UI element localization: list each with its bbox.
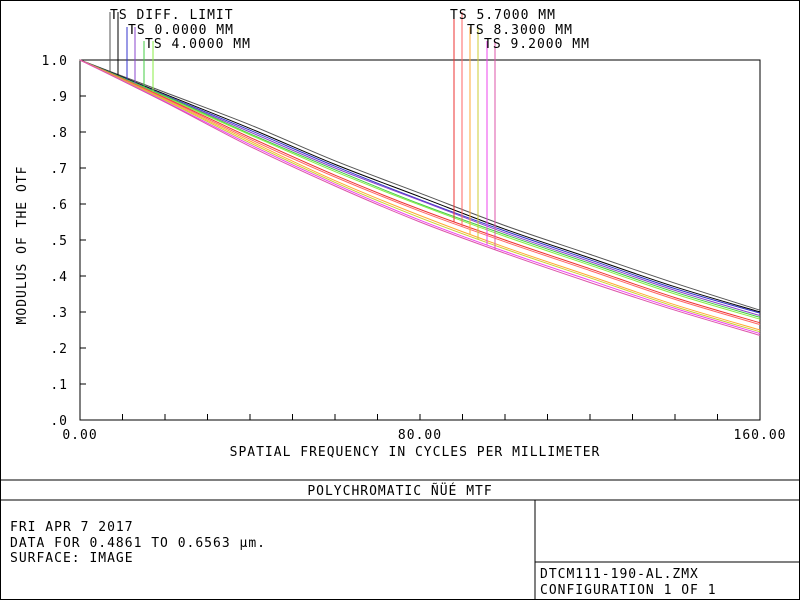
mtf-series-line-8 — [79, 59, 761, 331]
y-tick-label: .5 — [50, 234, 68, 249]
footer-title: POLYCHROMATIC ÑÜÉ MTF — [307, 482, 492, 499]
legend-leader-lines — [109, 12, 496, 250]
y-tick-label: .2 — [50, 342, 68, 357]
y-tick-labels: .0 .1 .2 .3 .4 .5 .6 .7 .8 .9 1.0 — [42, 54, 68, 429]
mtf-series-line-10 — [79, 59, 761, 335]
x-tick-labels: 0.00 80.00 160.00 — [62, 428, 787, 443]
legend-right-2: TS 9.2000 MM — [484, 37, 590, 52]
y-tick-label: .3 — [50, 306, 68, 321]
legend-right-1: TS 8.3000 MM — [467, 23, 573, 38]
mtf-series-line-7 — [79, 59, 761, 326]
y-tick-label: .8 — [50, 126, 68, 141]
y-tick-label: .7 — [50, 162, 68, 177]
footer-surface: SURFACE: IMAGE — [10, 551, 134, 566]
mtf-curves — [79, 59, 761, 336]
mtf-series-line-0 — [79, 59, 761, 311]
x-axis-label: SPATIAL FREQUENCY IN CYCLES PER MILLIMET… — [230, 445, 601, 460]
mtf-series-line-9 — [79, 59, 761, 333]
y-tick-label: .0 — [50, 414, 68, 429]
x-tick-label: 160.00 — [734, 428, 787, 443]
y-tick-label: .9 — [50, 90, 68, 105]
tick-marks — [80, 95, 718, 420]
x-tick-label: 80.00 — [398, 428, 442, 443]
y-tick-label: .6 — [50, 198, 68, 213]
legend-right-0: TS 5.7000 MM — [450, 8, 556, 23]
y-tick-label: 1.0 — [42, 54, 68, 69]
legend-left-2: TS 4.0000 MM — [145, 37, 251, 52]
y-tick-label: .1 — [50, 378, 68, 393]
footer-filename: DTCM111-190-AL.ZMX — [540, 567, 699, 582]
footer-configuration: CONFIGURATION 1 OF 1 — [540, 583, 717, 598]
legend-left-0: TS DIFF. LIMIT — [110, 8, 234, 23]
mtf-series-line-5 — [79, 59, 761, 320]
mtf-series-line-1 — [79, 59, 761, 313]
footer-date: FRI APR 7 2017 — [10, 520, 134, 535]
mtf-series-line-4 — [79, 59, 761, 318]
legend-left-1: TS 0.0000 MM — [128, 23, 234, 38]
y-tick-label: .4 — [50, 270, 68, 285]
mtf-series-line-11 — [79, 59, 761, 336]
x-tick-label: 0.00 — [62, 428, 97, 443]
mtf-series-line-2 — [79, 59, 761, 314]
footer-data-line: DATA FOR 0.4861 TO 0.6563 µm. — [10, 536, 266, 551]
plot-area — [79, 59, 761, 421]
mtf-series-line-6 — [79, 59, 761, 324]
y-axis-label: MODULUS OF THE OTF — [15, 166, 30, 325]
